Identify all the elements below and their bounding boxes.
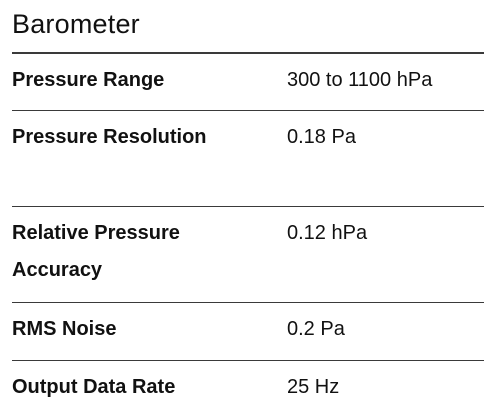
spec-label: Output Data Rate (12, 376, 176, 398)
spec-value: 25 Hz (287, 376, 340, 398)
spec-value: 0.2 Pa (287, 318, 345, 340)
spec-row-rms-noise: RMS Noise 0.2 Pa (12, 303, 484, 361)
spec-row-pressure-resolution: Pressure Resolution 0.18 Pa (12, 111, 484, 207)
spec-label: Pressure Resolution (12, 126, 207, 148)
spec-table: Pressure Range 300 to 1100 hPa Pressure … (12, 54, 484, 419)
spec-value: 0.18 Pa (287, 126, 356, 148)
spec-label: Pressure Range (12, 69, 165, 91)
spec-row-output-data-rate: Output Data Rate 25 Hz (12, 361, 484, 419)
spec-row-relative-pressure-accuracy: Relative Pressure Accuracy 0.12 hPa (12, 207, 484, 303)
spec-row-pressure-range: Pressure Range 300 to 1100 hPa (12, 54, 484, 111)
spec-value: 0.12 hPa (287, 222, 368, 244)
spec-label: RMS Noise (12, 318, 117, 340)
title-divider (12, 52, 484, 54)
spec-label: Relative Pressure Accuracy (12, 222, 180, 281)
spec-value: 300 to 1100 hPa (287, 69, 433, 91)
section-title: Barometer (12, 9, 140, 39)
